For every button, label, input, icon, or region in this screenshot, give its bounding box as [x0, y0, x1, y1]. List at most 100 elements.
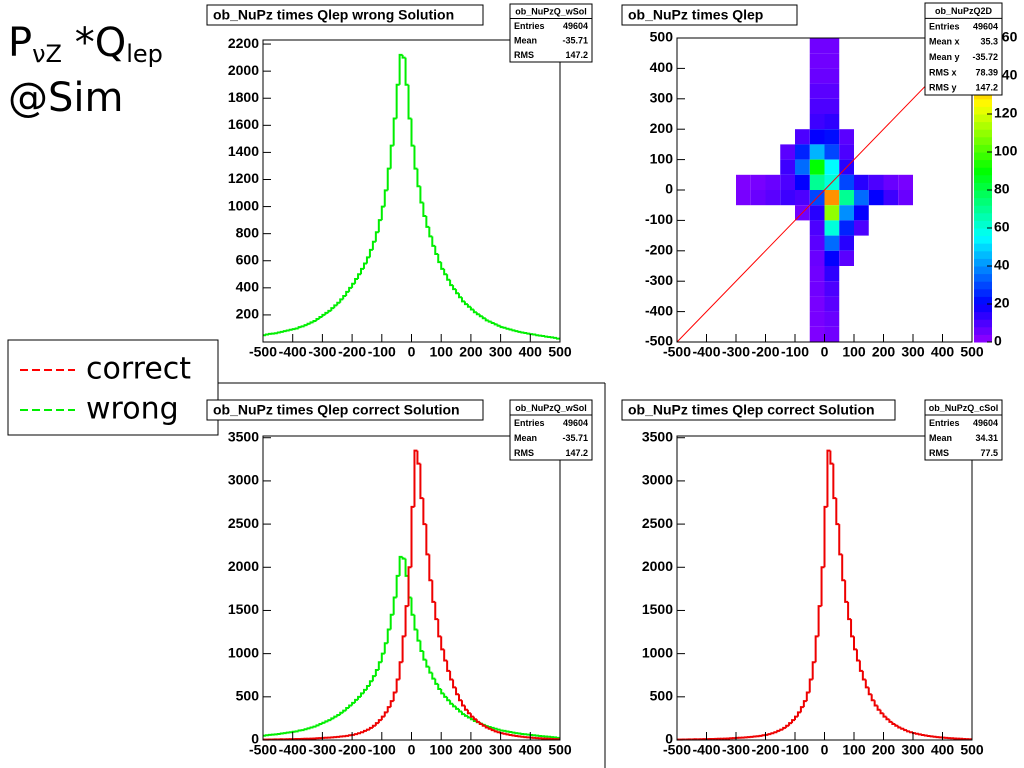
- histogram-bin: [354, 733, 359, 736]
- x-tick-label: -100: [781, 344, 809, 360]
- stats-label: RMS: [514, 448, 534, 458]
- stats-box: [509, 399, 593, 461]
- histogram-bin: [499, 729, 504, 732]
- stats-name: ob_NuPzQ2D: [935, 6, 993, 16]
- histogram-bin: [336, 713, 341, 717]
- histogram-bin: [386, 628, 391, 644]
- legend-label: correct: [86, 352, 191, 387]
- histogram-bin: [452, 703, 457, 708]
- heatmap-cell: [868, 190, 884, 206]
- chart-title: ob_NuPz times Qlep correct Solution: [628, 402, 875, 418]
- colorbar-step: [974, 266, 992, 275]
- plot-frame: [263, 40, 560, 342]
- histogram-bin: [799, 706, 804, 713]
- colorbar-label: 80: [994, 181, 1010, 197]
- histogram-bin: [309, 726, 314, 729]
- heatmap-cell: [854, 190, 869, 206]
- histogram-bin: [472, 309, 477, 314]
- histogram-bin: [276, 331, 281, 334]
- histogram-bin: [452, 679, 457, 689]
- y-tick-label: 200: [236, 306, 260, 322]
- stats-label: RMS: [929, 448, 949, 458]
- heatmap-cell: [795, 144, 810, 160]
- histogram-bin: [844, 580, 849, 603]
- x-tick-label: -500: [249, 742, 277, 758]
- histogram-bin: [463, 714, 468, 717]
- histogram-bin: [920, 733, 925, 736]
- x-tick-label: -200: [751, 344, 779, 360]
- x-tick-label: -100: [781, 742, 809, 758]
- heatmap-cell: [809, 114, 825, 130]
- x-tick-label: -500: [663, 742, 691, 758]
- histogram-bin: [288, 328, 293, 331]
- colorbar-label: 60: [994, 219, 1010, 235]
- slide-subtitle: @Sim: [8, 75, 123, 121]
- histogram-bin: [514, 330, 519, 333]
- histogram-bin: [909, 731, 913, 734]
- histogram-bin: [917, 733, 922, 736]
- colorbar-step: [974, 114, 992, 123]
- colorbar-step: [974, 159, 992, 168]
- colorbar-step: [974, 121, 992, 130]
- colorbar-step: [974, 288, 992, 297]
- heatmap-cell: [839, 144, 854, 160]
- heatmap-cell: [824, 159, 840, 175]
- histogram-bin: [380, 715, 385, 721]
- x-tick-label: -300: [308, 344, 336, 360]
- histogram-bin: [493, 727, 498, 730]
- histogram-bin: [861, 670, 866, 681]
- colorbar-step: [974, 129, 992, 138]
- y-tick-label: 500: [236, 688, 260, 704]
- y-tick-label: 1500: [228, 601, 259, 617]
- heatmap-cell: [765, 174, 781, 190]
- x-tick-label: -300: [722, 742, 750, 758]
- histogram-bin: [380, 205, 385, 221]
- histogram-bin: [434, 245, 439, 255]
- histogram-bin: [303, 324, 308, 327]
- histogram-bin: [446, 274, 451, 281]
- heatmap-cell: [809, 68, 825, 84]
- heatmap-cell: [824, 190, 840, 206]
- histogram-bin: [419, 640, 424, 653]
- y-tick-label: 1500: [642, 601, 673, 617]
- colorbar-step: [974, 334, 992, 343]
- heatmap-cell: [809, 250, 825, 266]
- stats-label: Entries: [514, 418, 545, 428]
- histogram-bin: [333, 304, 338, 309]
- heatmap-cell: [824, 311, 840, 327]
- colorbar-step: [974, 304, 992, 313]
- stats-value: 49604: [563, 21, 588, 31]
- stats-name: ob_NuPzQ_wSol: [515, 7, 587, 17]
- y-tick-label: 1000: [642, 644, 673, 660]
- stats-label: Mean: [514, 36, 537, 46]
- y-tick-label: 0: [665, 731, 673, 747]
- colorbar-step: [974, 144, 992, 153]
- colorbar-label: 40: [994, 257, 1010, 273]
- title-sub: lep: [126, 40, 163, 68]
- y-tick-label: 600: [236, 251, 260, 267]
- histogram-bin: [297, 729, 302, 732]
- x-tick-label: 200: [459, 344, 483, 360]
- histogram-bin: [407, 84, 412, 120]
- histogram-bin: [487, 320, 492, 323]
- heatmap-cell: [854, 220, 869, 236]
- histogram-bin: [383, 642, 388, 654]
- heatmap-cell: [795, 190, 810, 206]
- x-tick-label: -200: [338, 344, 366, 360]
- histogram-bin: [484, 725, 489, 729]
- x-tick-label: 500: [960, 344, 984, 360]
- y-tick-label: 1200: [228, 170, 259, 186]
- x-tick-label: 100: [842, 344, 866, 360]
- plot-frame: [263, 436, 560, 740]
- heatmap-cell: [809, 205, 825, 221]
- histogram-bin: [440, 636, 445, 651]
- x-tick-label: 100: [430, 344, 454, 360]
- histogram-bin: [416, 450, 421, 465]
- x-tick-label: 0: [821, 344, 829, 360]
- histogram-bin: [502, 732, 507, 735]
- histogram-bin: [386, 706, 391, 713]
- histogram-bin: [903, 728, 908, 732]
- y-tick-label: 2000: [228, 558, 259, 574]
- y-tick-label: 2200: [228, 35, 259, 51]
- colorbar-step: [974, 281, 992, 290]
